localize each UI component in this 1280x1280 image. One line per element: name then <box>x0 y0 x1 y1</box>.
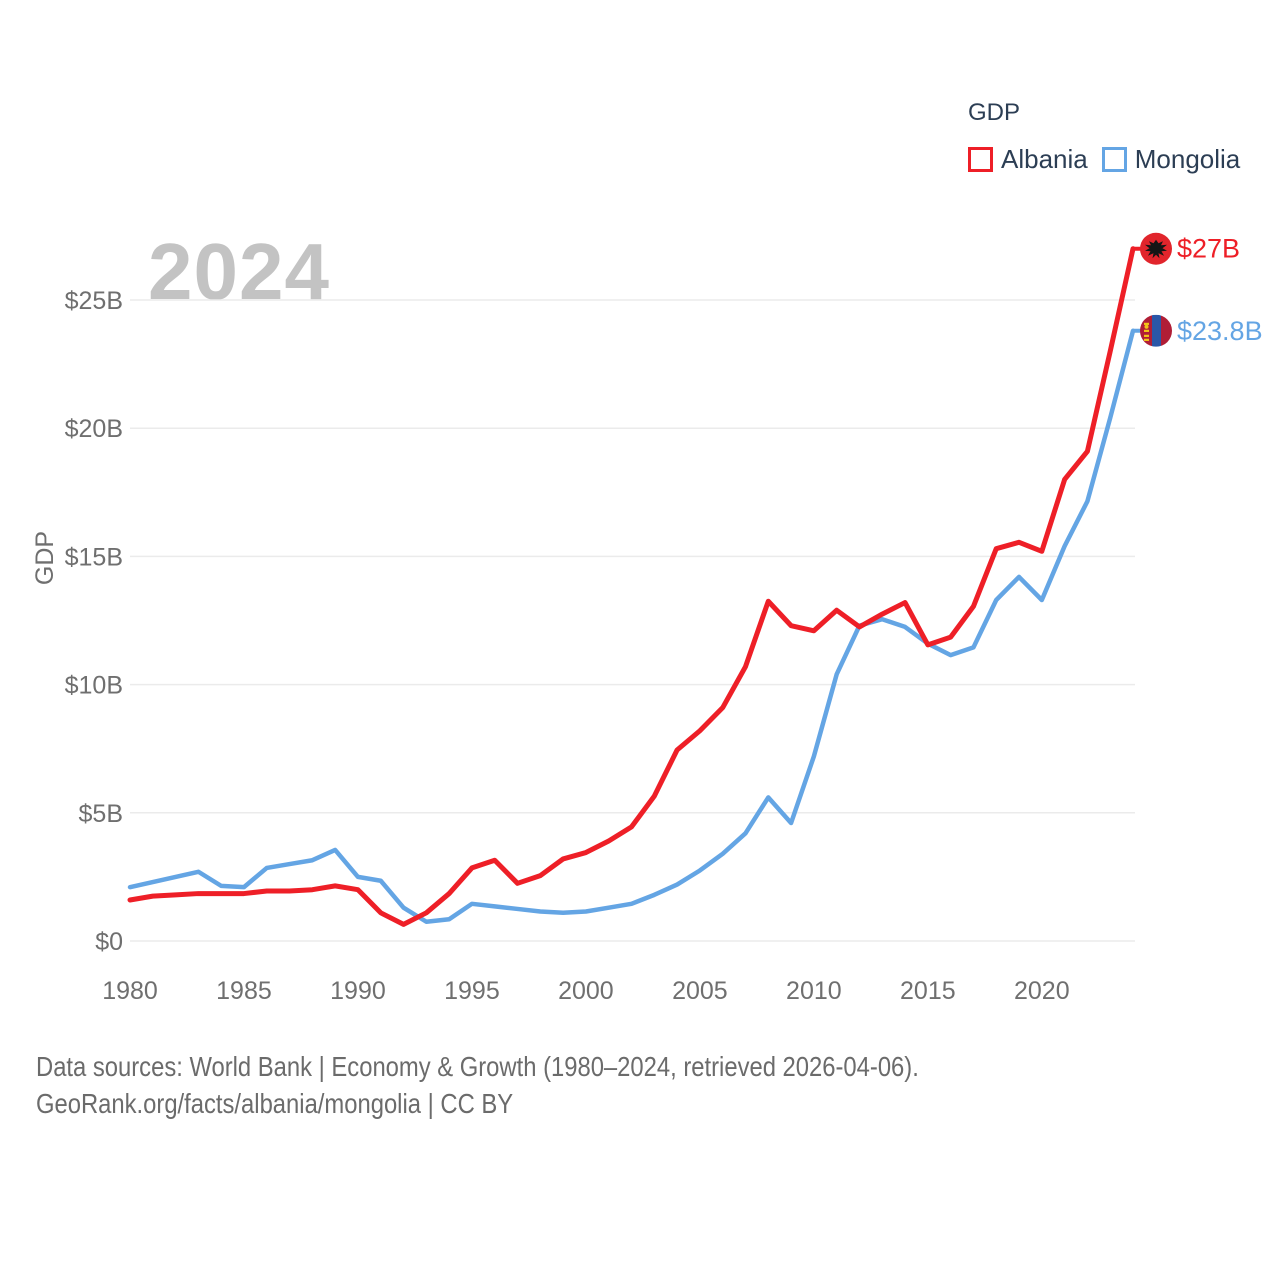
x-tick-label: 1990 <box>330 977 386 1005</box>
albania-swatch-icon <box>968 147 993 172</box>
year-watermark: 2024 <box>148 227 330 316</box>
x-tick-label: 1995 <box>444 977 500 1005</box>
y-tick-label: $15B <box>65 543 123 571</box>
x-tick-label: 1985 <box>216 977 272 1005</box>
footer: Data sources: World Bank | Economy & Gro… <box>36 1048 919 1122</box>
legend-title: GDP <box>968 99 1021 126</box>
mongolia-end-value-label: $23.8B <box>1177 316 1263 346</box>
chart-plot-area: $0 $5B $10B $15B $20B $25B 1980 1985 1990 1995 200… <box>65 232 1263 1005</box>
x-tick-label: 2020 <box>1014 977 1070 1005</box>
x-tick-label: 2015 <box>900 977 956 1005</box>
footer-data-sources: Data sources: World Bank | Economy & Gro… <box>36 1051 919 1082</box>
y-tick-label: $25B <box>65 287 123 315</box>
albania-end-value-label: $27B <box>1177 234 1240 264</box>
x-tick-label: 2005 <box>672 977 728 1005</box>
y-tick-label: $5B <box>79 800 123 828</box>
legend-item-mongolia[interactable]: Mongolia <box>1101 144 1241 175</box>
y-tick-label: $20B <box>65 415 123 443</box>
legend-items: Albania Mongolia <box>968 144 1240 175</box>
legend: GDP Albania Mongolia <box>968 99 1240 175</box>
mongolia-flag-icon <box>1140 314 1172 347</box>
x-tick-label: 2010 <box>786 977 842 1005</box>
albania-series-line <box>127 246 1136 927</box>
x-tick-label: 2000 <box>558 977 614 1005</box>
x-tick-label: 1980 <box>102 977 158 1005</box>
legend-item-label: Mongolia <box>1134 144 1241 174</box>
legend-item-albania[interactable]: Albania <box>968 144 1088 175</box>
footer-attribution: GeoRank.org/facts/albania/mongolia | CC … <box>36 1088 514 1119</box>
mongolia-series-line <box>127 328 1136 925</box>
y-tick-label: $0 <box>95 928 123 956</box>
mongolia-swatch-icon <box>1101 147 1127 172</box>
legend-item-label: Albania <box>1001 144 1088 174</box>
albania-flag-icon <box>1140 232 1172 265</box>
y-tick-label: $10B <box>65 672 123 700</box>
